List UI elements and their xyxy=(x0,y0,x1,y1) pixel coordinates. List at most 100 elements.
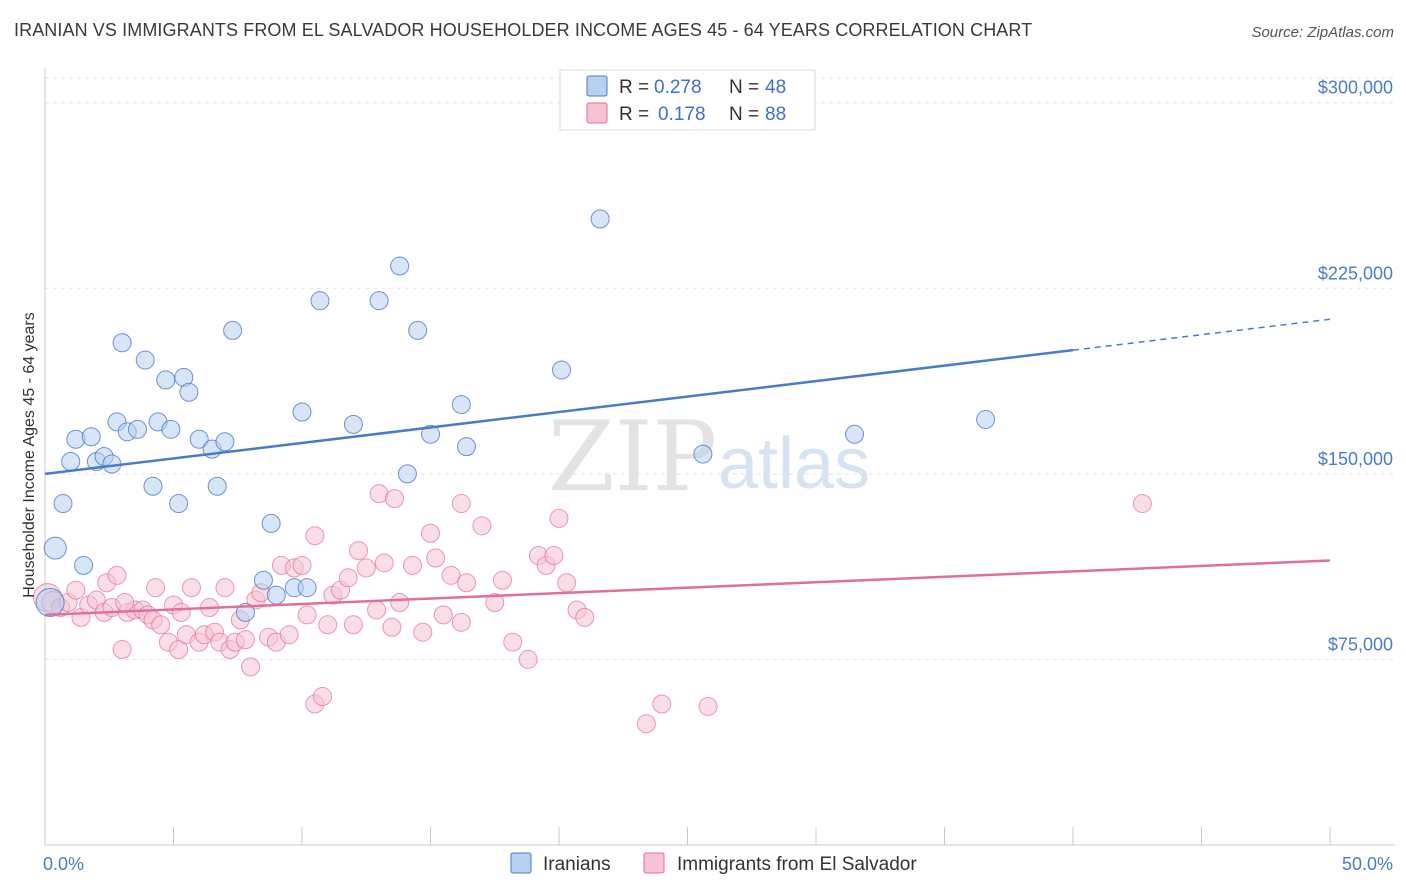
data-point-iranians xyxy=(397,464,417,484)
legend-n-value: 48 xyxy=(765,77,786,98)
data-point-iranians xyxy=(128,419,148,439)
data-point-el-salvador xyxy=(575,607,595,627)
data-point-el-salvador xyxy=(151,615,171,635)
data-point-el-salvador xyxy=(390,593,410,613)
data-point-el-salvador xyxy=(652,694,672,714)
data-point-iranians xyxy=(451,395,471,415)
data-point-iranians xyxy=(421,424,440,444)
data-point-el-salvador xyxy=(367,600,387,620)
data-point-iranians xyxy=(456,437,476,457)
data-point-el-salvador xyxy=(441,565,461,585)
data-point-iranians xyxy=(297,578,317,598)
data-point-el-salvador xyxy=(433,605,453,625)
data-point-el-salvador xyxy=(518,649,538,669)
legend-n-label: N = xyxy=(729,104,759,125)
data-point-iranians xyxy=(343,414,363,434)
data-point-iranians xyxy=(112,333,132,353)
data-point-el-salvador xyxy=(421,523,440,543)
data-point-el-salvador xyxy=(485,593,505,613)
data-point-el-salvador xyxy=(292,555,312,575)
data-point-iranians xyxy=(156,370,176,390)
data-point-el-salvador xyxy=(313,687,333,707)
data-point-iranians xyxy=(81,427,101,447)
data-point-el-salvador xyxy=(181,578,201,598)
data-point-iranians xyxy=(253,570,273,590)
data-point-el-salvador xyxy=(557,573,577,593)
data-point-el-salvador xyxy=(426,548,446,568)
data-point-iranians xyxy=(590,209,610,229)
legend-swatch-el-salvador xyxy=(643,852,665,874)
data-point-iranians xyxy=(35,588,65,618)
data-point-iranians xyxy=(53,494,73,514)
data-point-el-salvador xyxy=(1132,494,1152,514)
data-point-el-salvador xyxy=(241,657,261,677)
data-point-el-salvador xyxy=(235,630,255,650)
data-point-el-salvador xyxy=(318,615,338,635)
data-point-el-salvador xyxy=(503,632,523,652)
data-point-iranians xyxy=(390,256,410,276)
legend-bottom: Iranians Immigrants from El Salvador xyxy=(510,852,917,875)
trend-line-iranians-extension xyxy=(1072,318,1331,351)
data-point-el-salvador xyxy=(112,640,132,660)
data-point-el-salvador xyxy=(215,578,235,598)
data-point-iranians xyxy=(235,602,255,622)
data-point-el-salvador xyxy=(636,714,656,734)
data-point-iranians xyxy=(369,291,389,311)
data-point-el-salvador xyxy=(338,568,358,588)
data-point-el-salvador xyxy=(374,553,394,573)
data-point-el-salvador xyxy=(492,570,512,590)
y-axis-label: Householder Income Ages 45 - 64 years xyxy=(21,312,38,598)
legend-swatch-iranians xyxy=(510,852,532,874)
watermark-atlas: atlas xyxy=(718,424,870,504)
y-tick-label: $150,000 xyxy=(1318,449,1393,469)
data-point-el-salvador xyxy=(349,541,369,561)
data-point-iranians xyxy=(261,513,281,533)
legend-label-el-salvador: Immigrants from El Salvador xyxy=(677,854,917,875)
legend-n-label: N = xyxy=(729,77,759,98)
data-point-el-salvador xyxy=(413,622,433,642)
data-point-iranians xyxy=(61,452,81,471)
legend-swatch-el-salvador xyxy=(586,102,608,124)
data-point-el-salvador xyxy=(382,617,402,637)
data-point-iranians xyxy=(292,402,312,422)
data-point-el-salvador xyxy=(305,526,325,546)
axes xyxy=(44,68,1395,846)
data-point-iranians xyxy=(135,350,155,370)
data-point-el-salvador xyxy=(171,602,191,622)
legend-r-label: R = xyxy=(619,77,649,98)
data-point-el-salvador xyxy=(297,605,317,625)
y-tick-label: $75,000 xyxy=(1328,634,1393,654)
data-point-el-salvador xyxy=(403,555,423,575)
legend-r-label: R = xyxy=(619,104,649,125)
y-tick-label: $225,000 xyxy=(1318,263,1393,283)
data-point-el-salvador xyxy=(146,578,166,598)
data-point-el-salvador xyxy=(472,516,492,536)
y-tick-label: $300,000 xyxy=(1318,78,1393,98)
data-point-iranians xyxy=(189,429,209,449)
data-point-iranians xyxy=(845,424,865,444)
data-point-el-salvador xyxy=(451,612,471,632)
legend-label-iranians: Iranians xyxy=(543,854,611,875)
data-point-iranians xyxy=(43,536,67,560)
x-tick-label: 50.0% xyxy=(1342,854,1393,874)
data-point-el-salvador xyxy=(356,558,376,578)
data-point-iranians xyxy=(266,585,286,605)
data-point-iranians xyxy=(976,409,996,429)
data-point-el-salvador xyxy=(544,546,564,566)
data-point-el-salvador xyxy=(279,625,299,645)
x-tick-labels: 0.0% 50.0% xyxy=(43,854,1393,874)
legend-swatch-iranians xyxy=(586,75,608,97)
legend-r-value: 0.178 xyxy=(658,104,706,125)
data-point-el-salvador xyxy=(451,494,471,514)
data-point-iranians xyxy=(74,555,94,575)
data-point-iranians xyxy=(223,320,243,340)
series-iranians xyxy=(35,209,996,622)
trend-lines xyxy=(44,318,1331,617)
data-point-el-salvador xyxy=(107,565,127,585)
data-point-iranians xyxy=(207,476,227,496)
data-point-el-salvador xyxy=(169,640,189,660)
data-point-el-salvador xyxy=(343,615,363,635)
chart-title: IRANIAN VS IMMIGRANTS FROM EL SALVADOR H… xyxy=(14,20,1033,40)
data-point-iranians xyxy=(179,382,199,402)
